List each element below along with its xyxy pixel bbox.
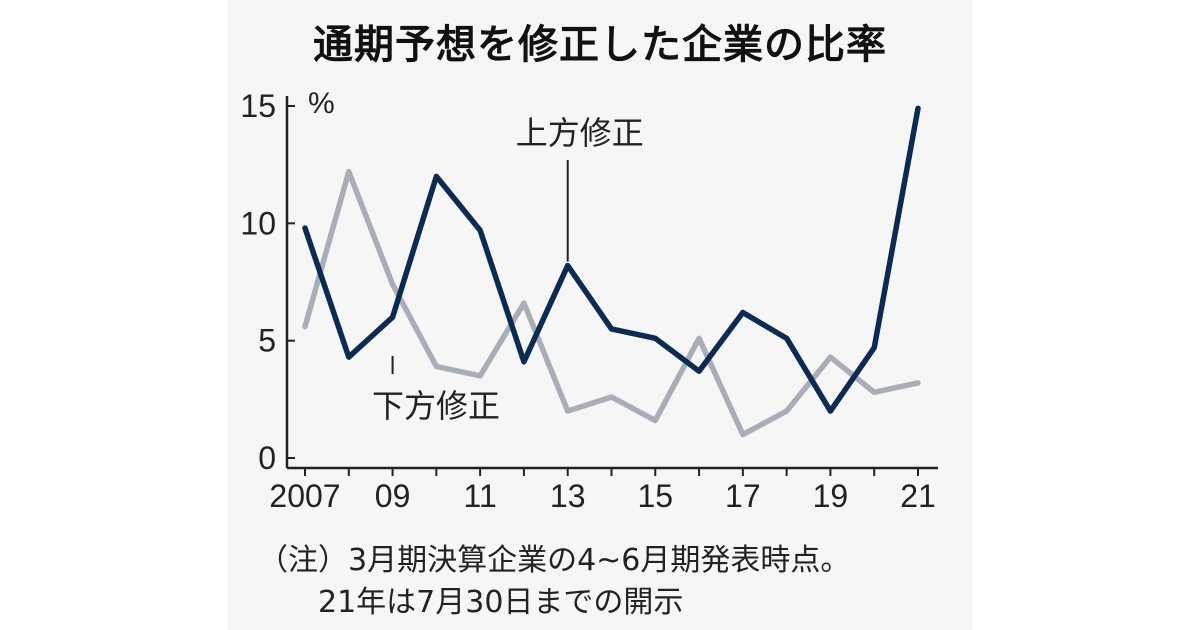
x-tick-label: 2007 [269,478,340,514]
x-tick-label: 21 [900,478,936,514]
series-line-downward [302,168,921,438]
x-tick-label: 17 [725,478,761,514]
y-tick-label: 10 [240,205,276,241]
series-line-upward [302,105,921,414]
x-tick-label: 15 [637,478,673,514]
y-unit-label: % [308,87,335,120]
annotation-label-downward: 下方修正 [372,387,500,425]
y-tick-label: 15 [240,88,276,124]
y-tick-label: 5 [258,323,276,359]
chart-note-line2: 21年は7月30日までの開示 [318,585,684,620]
x-tick-label: 13 [550,478,586,514]
x-tick-label: 19 [813,478,849,514]
x-tick-label: 11 [464,478,497,514]
y-tick-label: 0 [258,440,276,476]
x-ticks: 2007 09 11 13 15 17 19 21 [269,468,936,514]
chart-note-line1: （注）3月期決算企業の4~6月期発表時点。 [258,543,851,578]
chart-title: 通期予想を修正した企業の比率 [313,22,887,68]
y-ticks: 0 5 10 15% [240,87,334,476]
series-lines [302,105,921,438]
x-tick-label: 09 [375,478,411,514]
annotation-label-upward: 上方修正 [516,114,644,152]
